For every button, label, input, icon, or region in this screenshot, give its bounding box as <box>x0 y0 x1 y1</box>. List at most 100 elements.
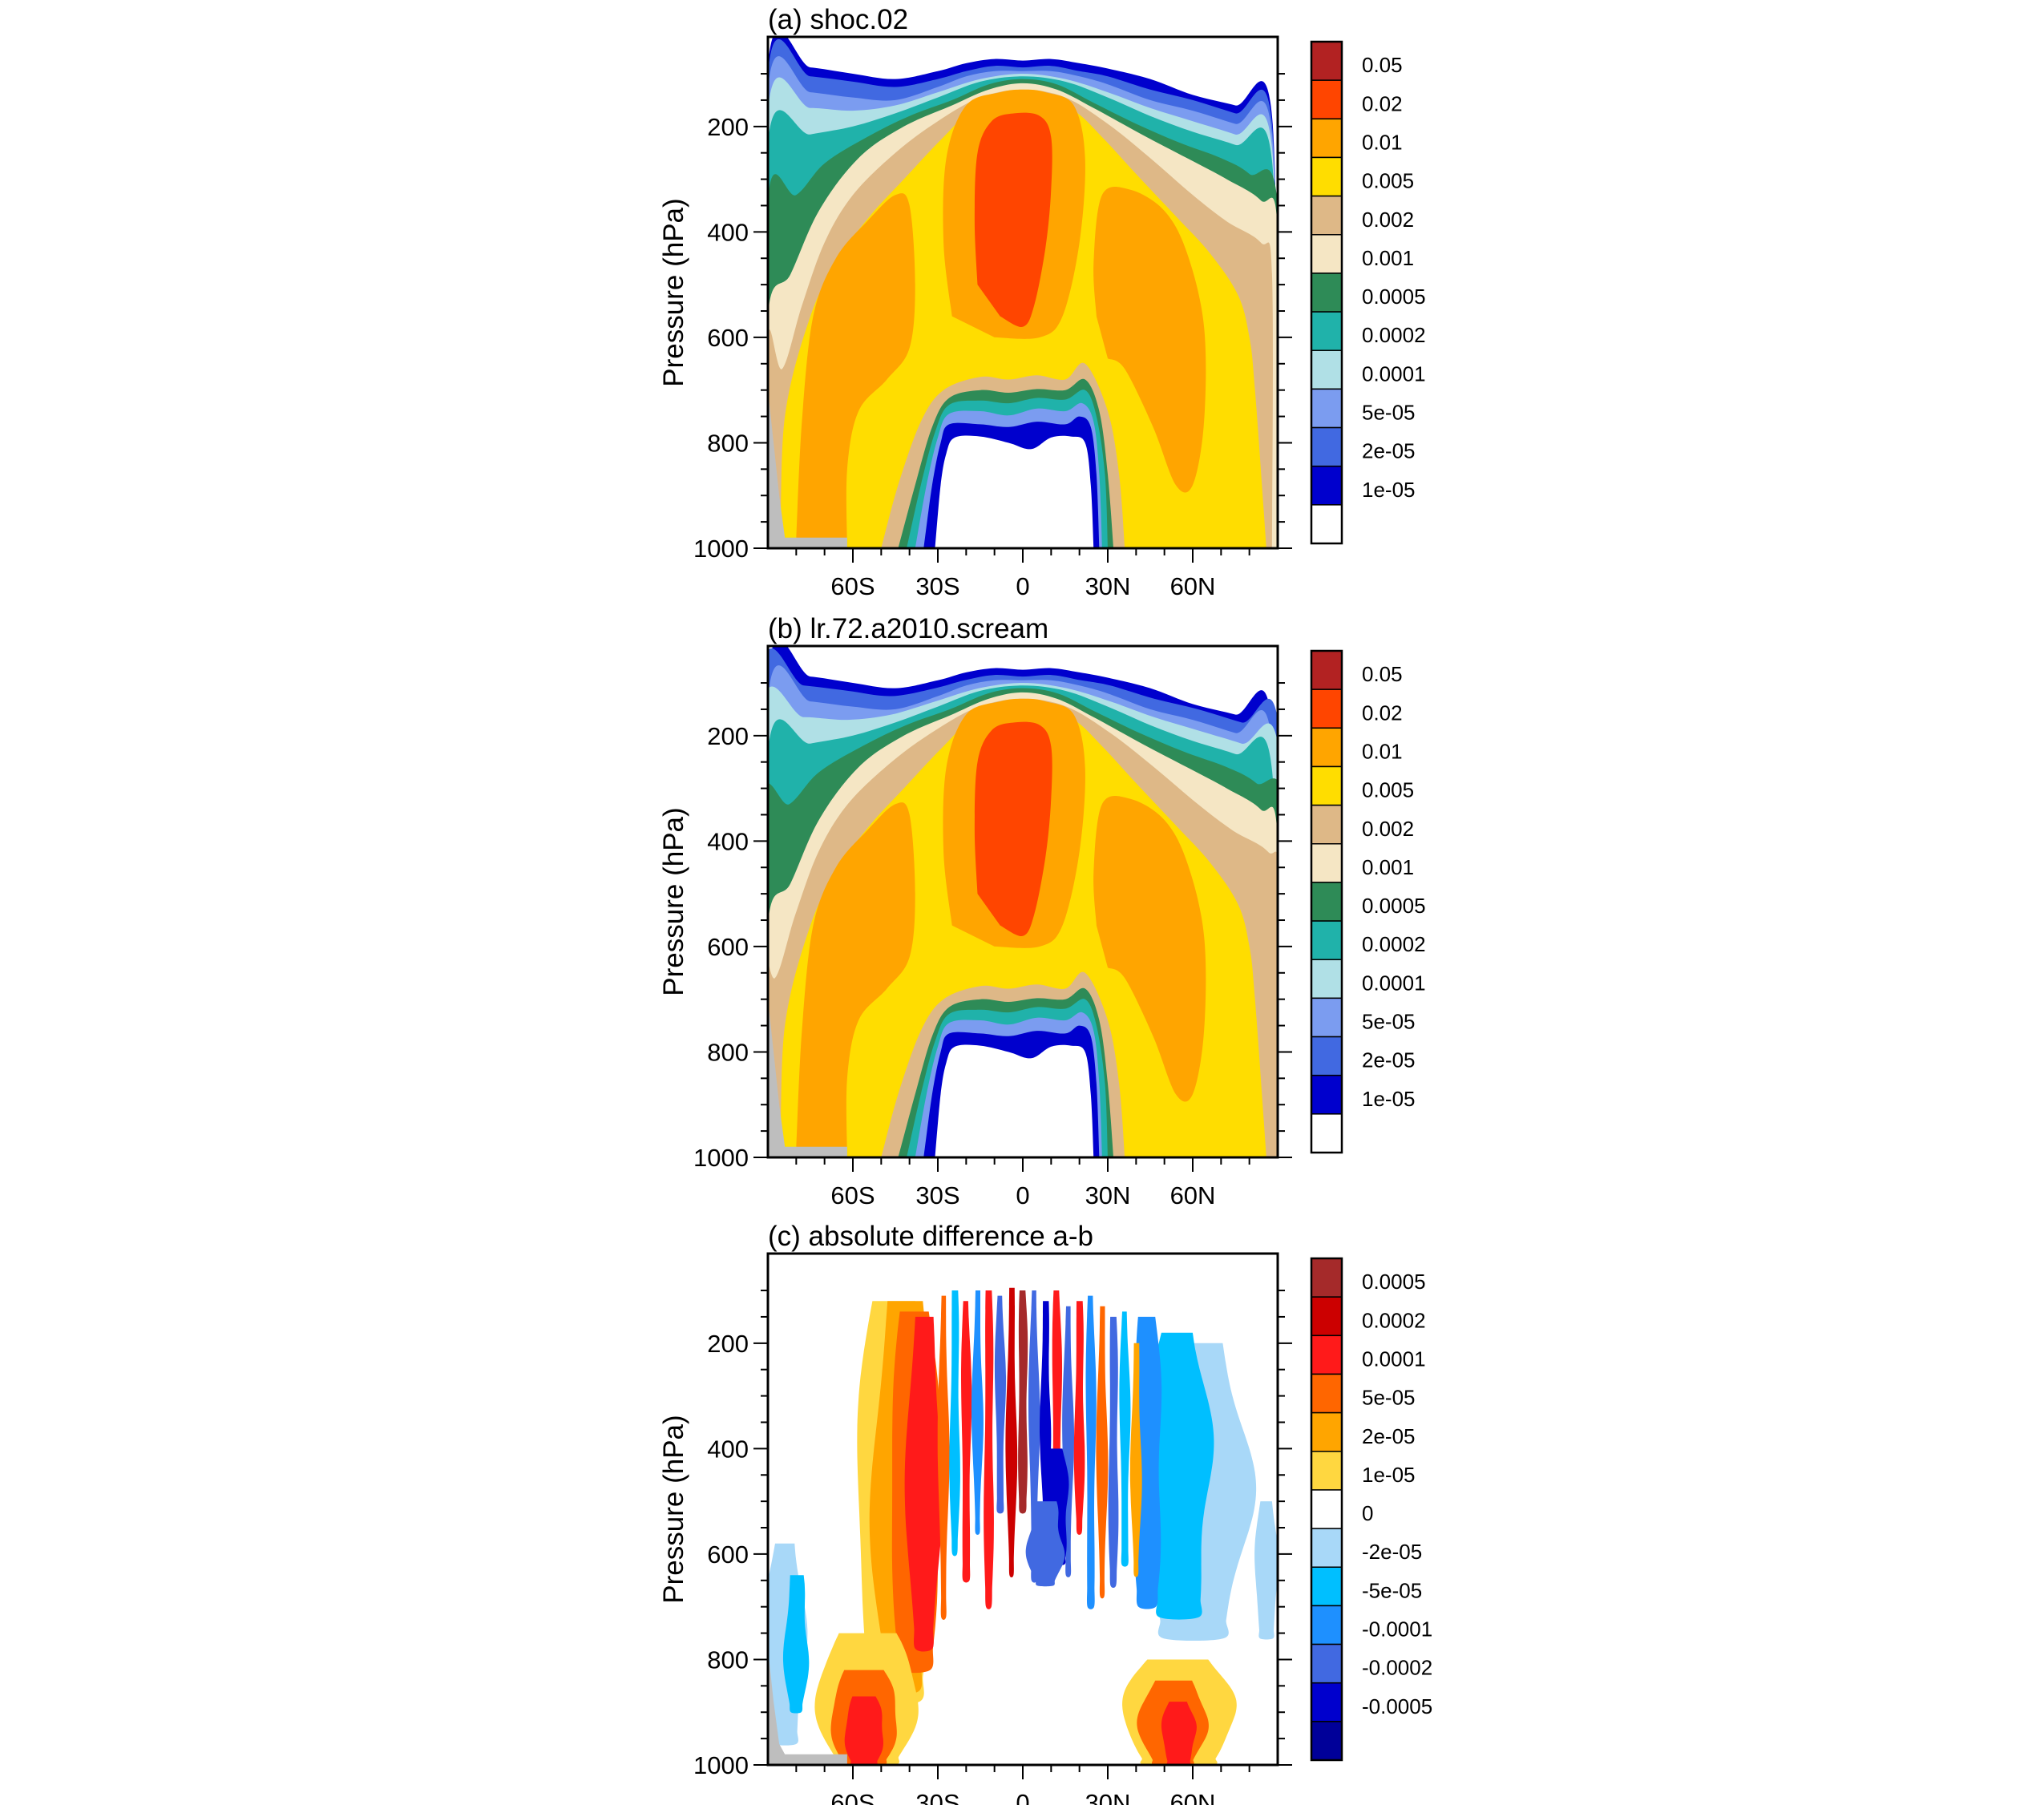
colorbar-label: 1e-05 <box>1362 478 1416 502</box>
y-tick-label: 1000 <box>693 1144 749 1172</box>
y-tick-label: 200 <box>707 113 749 141</box>
x-tick-label: 30N <box>1085 1789 1131 1805</box>
colorbar-swatch <box>1311 1076 1342 1114</box>
colorbar-swatch <box>1311 119 1342 157</box>
colorbar-swatch <box>1311 1452 1342 1490</box>
colorbar-swatch <box>1311 235 1342 273</box>
colorbar-label: 0.005 <box>1362 778 1414 802</box>
y-tick-label: 600 <box>707 933 749 961</box>
colorbar-swatch <box>1311 651 1342 689</box>
colorbar: 0.05 0.02 0.01 0.005 0.002 0.001 0.0005 0.0002 0… <box>1311 651 1426 1153</box>
y-tick-label: 800 <box>707 1038 749 1066</box>
colorbar-swatch <box>1311 505 1342 543</box>
colorbar-swatch <box>1311 1683 1342 1722</box>
plot-area <box>763 1254 1279 1766</box>
colorbar-label: 0.01 <box>1362 130 1403 154</box>
panel-title: (a) shoc.02 <box>768 4 908 35</box>
y-tick-label: 800 <box>707 429 749 457</box>
x-tick-label: 60S <box>830 572 875 600</box>
colorbar-swatch <box>1311 1114 1342 1153</box>
y-tick-label: 400 <box>707 1435 749 1463</box>
colorbar-swatch <box>1311 196 1342 235</box>
contour-band <box>845 1697 883 1766</box>
x-tick-label: 30N <box>1085 1181 1131 1209</box>
colorbar-swatch <box>1311 1258 1342 1297</box>
colorbar-label: 0.001 <box>1362 855 1414 879</box>
colorbar-swatch <box>1311 1490 1342 1528</box>
colorbar-label: 0.05 <box>1362 662 1403 686</box>
y-tick-label: 1000 <box>693 535 749 563</box>
x-tick-label: 0 <box>1016 1181 1029 1209</box>
panel-a: (a) shoc.02 Pressure (hPa) 200 400 600 800 100… <box>658 4 1426 600</box>
colorbar-label: 2e-05 <box>1362 1424 1416 1448</box>
colorbar-swatch <box>1311 312 1342 350</box>
x-tick-label: 60N <box>1170 1181 1216 1209</box>
colorbar-label: 0.01 <box>1362 739 1403 763</box>
colorbar-label: -0.0001 <box>1362 1617 1432 1641</box>
colorbar-swatch <box>1311 882 1342 921</box>
colorbar-swatch <box>1311 428 1342 466</box>
colorbar-swatch <box>1311 80 1342 119</box>
colorbar-label: 0.0005 <box>1362 894 1426 918</box>
y-tick-label: 600 <box>707 324 749 352</box>
colorbar-swatch <box>1311 389 1342 427</box>
x-tick-label: 0 <box>1016 1789 1029 1805</box>
colorbar-label: 0.0001 <box>1362 361 1426 386</box>
colorbar-swatch <box>1311 1645 1342 1683</box>
plot-area <box>757 640 1287 1167</box>
colorbar-label: 0.0001 <box>1362 1347 1426 1371</box>
colorbar-swatch <box>1311 1722 1342 1760</box>
y-tick-label: 200 <box>707 722 749 750</box>
y-tick-label: 200 <box>707 1330 749 1358</box>
colorbar-label: 0.0005 <box>1362 1270 1426 1294</box>
colorbar-label: 0.0001 <box>1362 971 1426 995</box>
colorbar: 0.0005 0.0002 0.0001 5e-05 2e-05 1e-05 0 -2e-05… <box>1311 1258 1432 1760</box>
colorbar-swatch <box>1311 157 1342 196</box>
colorbar-label: 0.0002 <box>1362 323 1426 347</box>
panel-c: (c) absolute difference a-b Pressure (hPa… <box>658 1221 1432 1805</box>
colorbar-label: 2e-05 <box>1362 439 1416 463</box>
panel-title: (c) absolute difference a-b <box>768 1221 1093 1252</box>
colorbar-swatch <box>1311 350 1342 389</box>
x-tick-label: 30S <box>915 572 959 600</box>
x-tick-label: 30S <box>915 1181 959 1209</box>
y-axis-label: Pressure (hPa) <box>658 1415 689 1603</box>
colorbar-label: -0.0002 <box>1362 1656 1432 1680</box>
colorbar: 0.05 0.02 0.01 0.005 0.002 0.001 0.0005 0.0002 0… <box>1311 42 1426 543</box>
colorbar-swatch <box>1311 1528 1342 1567</box>
colorbar-label: 0.02 <box>1362 91 1403 115</box>
x-tick-label: 30N <box>1085 572 1131 600</box>
contour-band <box>935 1045 1094 1157</box>
x-tick-label: 60N <box>1170 572 1216 600</box>
y-tick-label: 400 <box>707 218 749 246</box>
plot-area <box>765 30 1280 558</box>
y-axis-label: Pressure (hPa) <box>658 198 689 386</box>
contour-band <box>1018 1290 1028 1513</box>
colorbar-label: -5e-05 <box>1362 1578 1422 1602</box>
colorbar-label: 1e-05 <box>1362 1463 1416 1487</box>
y-tick-label: 400 <box>707 827 749 855</box>
colorbar-label: 0.001 <box>1362 246 1414 270</box>
colorbar-label: 5e-05 <box>1362 401 1416 425</box>
colorbar-label: 0.0002 <box>1362 932 1426 956</box>
x-tick-label: 60S <box>830 1789 875 1805</box>
colorbar-label: 5e-05 <box>1362 1010 1416 1034</box>
colorbar-label: 0.0002 <box>1362 1308 1426 1332</box>
colorbar-swatch <box>1311 1413 1342 1452</box>
colorbar-label: 0.0005 <box>1362 285 1426 309</box>
colorbar-label: -0.0005 <box>1362 1694 1432 1718</box>
colorbar-label: 0.005 <box>1362 169 1414 193</box>
colorbar-swatch <box>1311 1297 1342 1335</box>
colorbar-swatch <box>1311 1374 1342 1412</box>
colorbar-swatch <box>1311 959 1342 998</box>
colorbar-swatch <box>1311 1335 1342 1374</box>
colorbar-swatch <box>1311 766 1342 805</box>
colorbar-label: 0 <box>1362 1501 1373 1525</box>
colorbar-swatch <box>1311 998 1342 1036</box>
x-tick-label: 30S <box>915 1789 959 1805</box>
x-tick-label: 0 <box>1016 572 1029 600</box>
panel-title: (b) lr.72.a2010.scream <box>768 613 1048 644</box>
colorbar-label: 1e-05 <box>1362 1087 1416 1111</box>
colorbar-swatch <box>1311 466 1342 505</box>
contour-band <box>935 436 1094 548</box>
